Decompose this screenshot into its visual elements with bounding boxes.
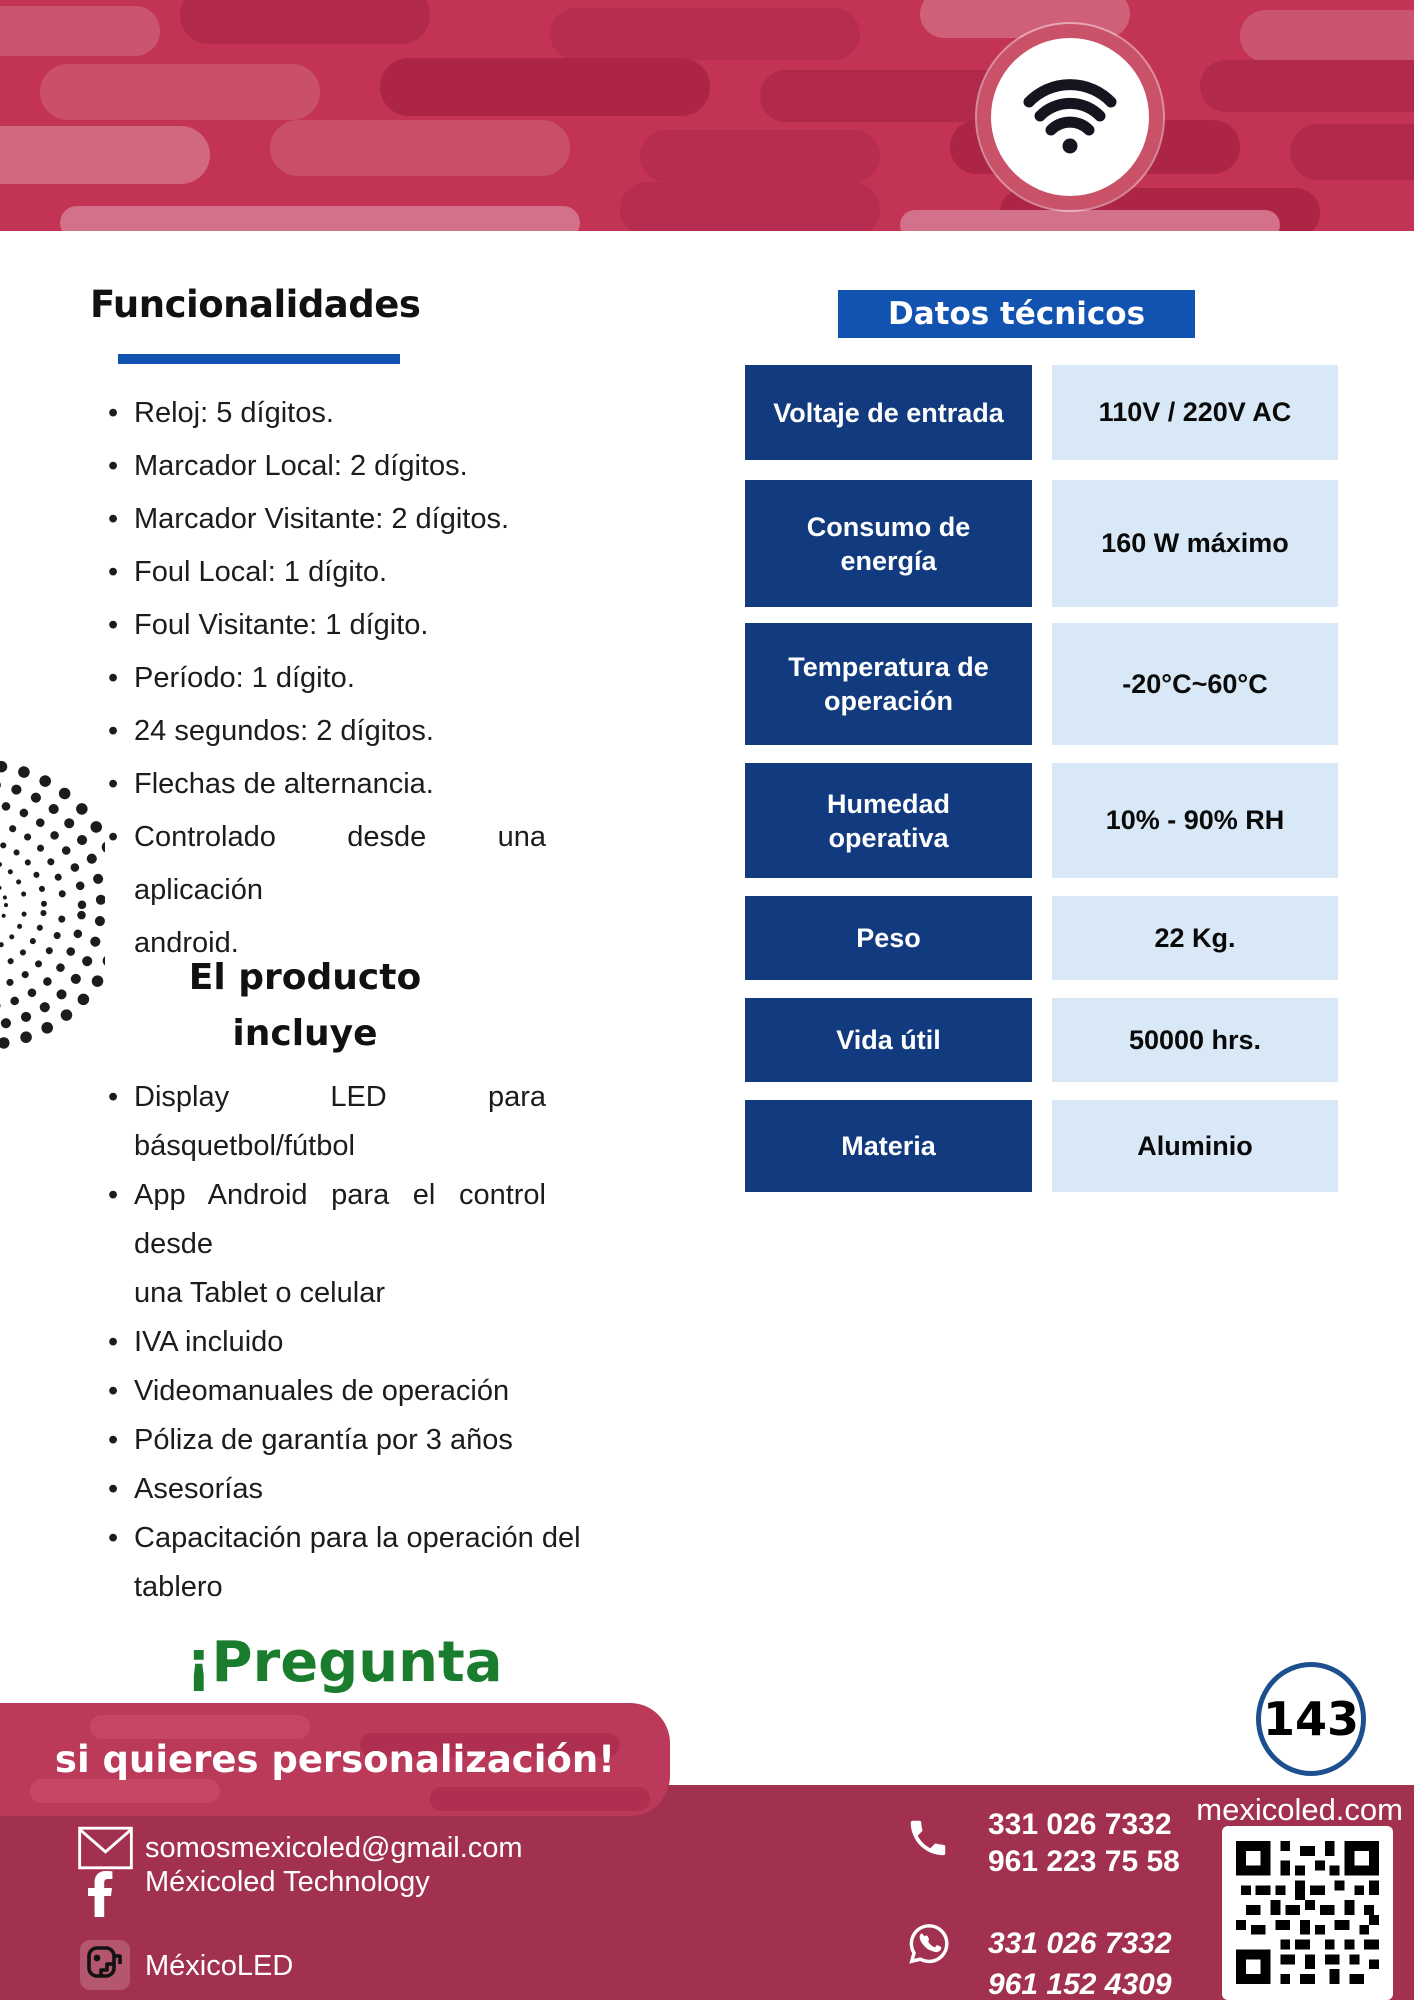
mexicoled-logo-icon — [80, 1940, 130, 1990]
list-item: Período: 1 dígito. — [108, 652, 546, 705]
list-item: Reloj: 5 dígitos. — [108, 387, 546, 440]
email-address: somosmexicoled@gmail.com — [145, 1832, 523, 1864]
list-item: Display LED para — [108, 1073, 546, 1122]
spec-value: -20°C~60°C — [1052, 623, 1338, 745]
promo-pattern — [360, 1733, 620, 1757]
page-number-badge: 143 — [1256, 1662, 1366, 1776]
list-item: Marcador Visitante: 2 dígitos. — [108, 493, 546, 546]
list-item: IVA incluido — [108, 1318, 546, 1367]
banner-pattern — [180, 0, 430, 44]
banner-pattern — [1240, 10, 1414, 62]
promo-box: si quieres personalización! — [0, 1703, 670, 1816]
promo-subheadline: si quieres personalización! — [54, 1738, 616, 1781]
list-item: Controlado desde una aplicación — [108, 811, 546, 917]
table-row: Vida útil 50000 hrs. — [745, 998, 1338, 1082]
qr-code — [1222, 1826, 1393, 2000]
table-row: Materia Aluminio — [745, 1100, 1338, 1192]
banner-pattern — [0, 126, 210, 184]
table-row: Peso 22 Kg. — [745, 896, 1338, 980]
banner-pattern — [620, 182, 880, 231]
title-underline — [118, 354, 400, 364]
promo-headline: ¡Pregunta — [186, 1630, 503, 1695]
spec-value: Aluminio — [1052, 1100, 1338, 1192]
promo-pattern — [30, 1779, 220, 1803]
banner-pattern — [60, 206, 580, 231]
wifi-badge — [977, 24, 1163, 210]
includes-list: Display LED para básquetbol/fútbol App A… — [108, 1073, 581, 1612]
envelope-icon — [78, 1826, 133, 1870]
dotted-spiral-decoration — [0, 760, 105, 1050]
banner-pattern — [0, 6, 160, 56]
list-item: App Android para el control desde — [108, 1171, 546, 1269]
footer: somosmexicoled@gmail.com Méxicoled Techn… — [0, 1785, 1414, 2000]
spec-value: 50000 hrs. — [1052, 998, 1338, 1082]
spec-value: 22 Kg. — [1052, 896, 1338, 980]
spec-value: 110V / 220V AC — [1052, 365, 1338, 460]
banner-pattern — [1290, 124, 1414, 180]
list-item: Foul Visitante: 1 dígito. — [108, 599, 546, 652]
phone-numbers: 331 026 7332 961 223 75 58 — [988, 1808, 1180, 1878]
banner-pattern — [1200, 60, 1414, 112]
spec-label: Materia — [745, 1100, 1032, 1192]
spec-label: Voltaje de entrada — [745, 365, 1032, 460]
specs-title: Datos técnicos — [838, 290, 1195, 338]
includes-title: El producto incluye — [188, 957, 422, 1054]
list-item-continuation: básquetbol/fútbol — [134, 1130, 355, 1162]
facebook-name: Méxicoled Technology — [145, 1866, 430, 1898]
table-row: Humedad operativa 10% - 90% RH — [745, 763, 1338, 878]
spec-label: Temperatura de operación — [745, 623, 1032, 745]
banner-pattern — [40, 64, 320, 120]
table-row: Temperatura de operación -20°C~60°C — [745, 623, 1338, 745]
wifi-icon — [1023, 79, 1117, 154]
top-banner — [0, 0, 1414, 231]
promo-pattern — [430, 1787, 650, 1811]
banner-pattern — [550, 8, 860, 60]
table-row: Voltaje de entrada 110V / 220V AC — [745, 365, 1338, 460]
website-url: mexicoled.com — [1196, 1792, 1403, 1827]
banner-pattern — [760, 70, 1020, 122]
whatsapp-icon — [909, 1924, 949, 1964]
list-item-continuation: android. — [134, 927, 239, 959]
spec-value: 10% - 90% RH — [1052, 763, 1338, 878]
features-title: Funcionalidades — [90, 283, 421, 326]
list-item: Asesorías — [108, 1465, 546, 1514]
banner-pattern — [270, 120, 570, 176]
spec-label: Humedad operativa — [745, 763, 1032, 878]
spec-label: Peso — [745, 896, 1032, 980]
table-row: Consumo de energía 160 W máximo — [745, 480, 1338, 607]
banner-pattern — [900, 210, 1280, 231]
features-list: Reloj: 5 dígitos. Marcador Local: 2 dígi… — [108, 387, 546, 970]
facebook-icon — [88, 1871, 113, 1917]
banner-pattern — [640, 130, 880, 182]
list-item-continuation: una Tablet o celular — [134, 1277, 385, 1309]
spec-value: 160 W máximo — [1052, 480, 1338, 607]
list-item: Videomanuales de operación — [108, 1367, 546, 1416]
list-item: Capacitación para la operación del — [108, 1514, 581, 1563]
promo-pattern — [90, 1715, 310, 1739]
whatsapp-numbers: 331 026 7332 961 152 4309 — [988, 1927, 1172, 2000]
banner-pattern — [380, 58, 710, 116]
list-item: Marcador Local: 2 dígitos. — [108, 440, 546, 493]
brand-name: MéxicoLED — [145, 1950, 294, 1982]
list-item: Flechas de alternancia. — [108, 758, 546, 811]
list-item: Póliza de garantía por 3 años — [108, 1416, 546, 1465]
list-item: 24 segundos: 2 dígitos. — [108, 705, 546, 758]
spec-label: Vida útil — [745, 998, 1032, 1082]
list-item: Foul Local: 1 dígito. — [108, 546, 546, 599]
spec-label: Consumo de energía — [745, 480, 1032, 607]
specs-table: Voltaje de entrada 110V / 220V AC Consum… — [745, 365, 1338, 1192]
list-item-continuation: tablero — [134, 1571, 223, 1603]
phone-icon — [910, 1820, 946, 1856]
